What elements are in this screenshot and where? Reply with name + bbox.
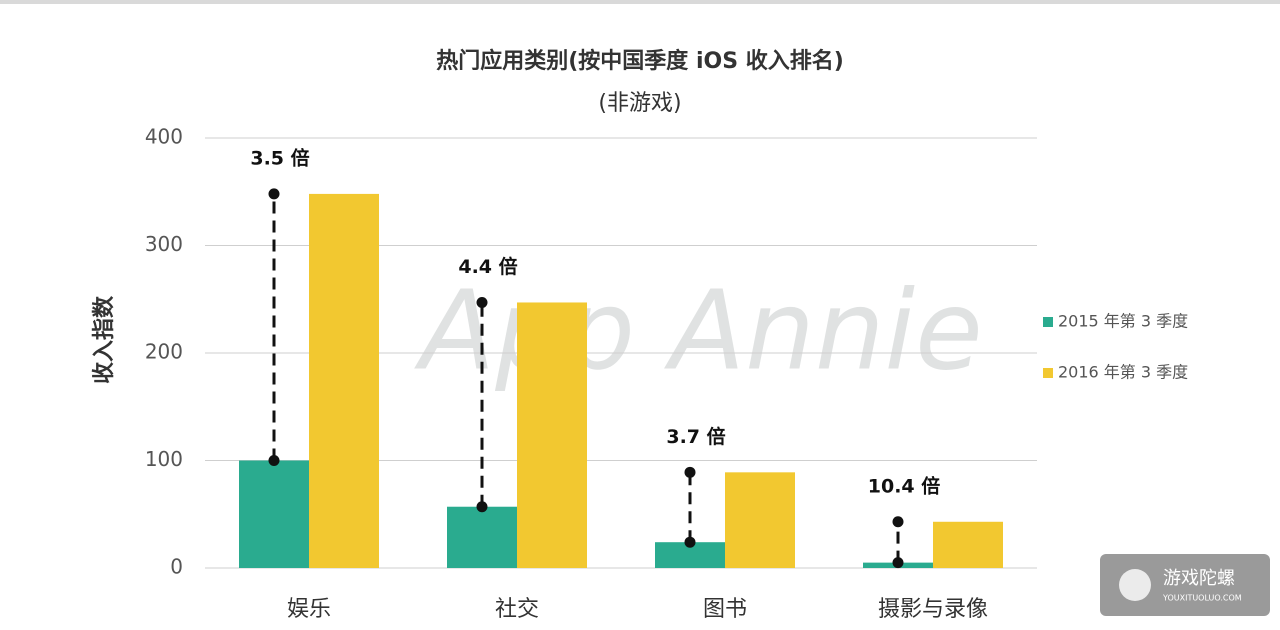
ratio-dot bbox=[684, 536, 696, 548]
legend-label: 2016 年第 3 季度 bbox=[1058, 363, 1188, 382]
x-tick-label: 社交 bbox=[495, 597, 539, 622]
watermark: App Annie bbox=[414, 266, 983, 394]
x-tick-label: 摄影与录像 bbox=[878, 597, 988, 622]
ratio-dot bbox=[476, 501, 488, 513]
legend-swatch bbox=[1043, 368, 1053, 378]
bar bbox=[517, 302, 587, 568]
y-tick-label: 400 bbox=[145, 125, 183, 149]
bar bbox=[933, 521, 1003, 568]
bar bbox=[309, 193, 379, 568]
logo-name: 游戏陀螺 bbox=[1163, 568, 1235, 589]
ratio-label: 3.5 倍 bbox=[250, 146, 309, 169]
logo-icon bbox=[1119, 569, 1151, 601]
ratio-dot bbox=[268, 455, 280, 466]
x-tick-label: 娱乐 bbox=[287, 597, 331, 622]
x-tick-label: 图书 bbox=[703, 597, 747, 622]
ratio-dot bbox=[684, 466, 696, 478]
logo-url: YOUXITUOLUO.COM bbox=[1162, 594, 1242, 603]
chart-subtitle: (非游戏) bbox=[598, 91, 681, 116]
ratio-dot bbox=[892, 516, 904, 528]
ratio-dot bbox=[268, 188, 280, 200]
ratio-label: 10.4 倍 bbox=[868, 474, 941, 497]
ratio-dot bbox=[892, 557, 904, 569]
chart-title: 热门应用类别(按中国季度 iOS 收入排名) bbox=[436, 48, 844, 74]
y-tick-label: 200 bbox=[145, 340, 183, 364]
ratio-label: 4.4 倍 bbox=[458, 255, 517, 278]
y-tick-label: 300 bbox=[145, 232, 183, 256]
bar bbox=[725, 472, 795, 568]
top-bar bbox=[0, 0, 1280, 4]
ratio-dot bbox=[476, 296, 488, 308]
logo-box bbox=[1100, 554, 1270, 616]
legend-label: 2015 年第 3 季度 bbox=[1058, 312, 1188, 331]
legend-swatch bbox=[1043, 317, 1053, 327]
y-axis-label: 收入指数 bbox=[91, 295, 117, 384]
bar bbox=[447, 506, 517, 568]
bar bbox=[239, 460, 309, 568]
logo: 游戏陀螺 YOUXITUOLUO.COM bbox=[1100, 554, 1270, 616]
y-tick-label: 0 bbox=[170, 555, 183, 579]
ratio-label: 3.7 倍 bbox=[666, 425, 725, 448]
y-tick-label: 100 bbox=[145, 447, 183, 471]
